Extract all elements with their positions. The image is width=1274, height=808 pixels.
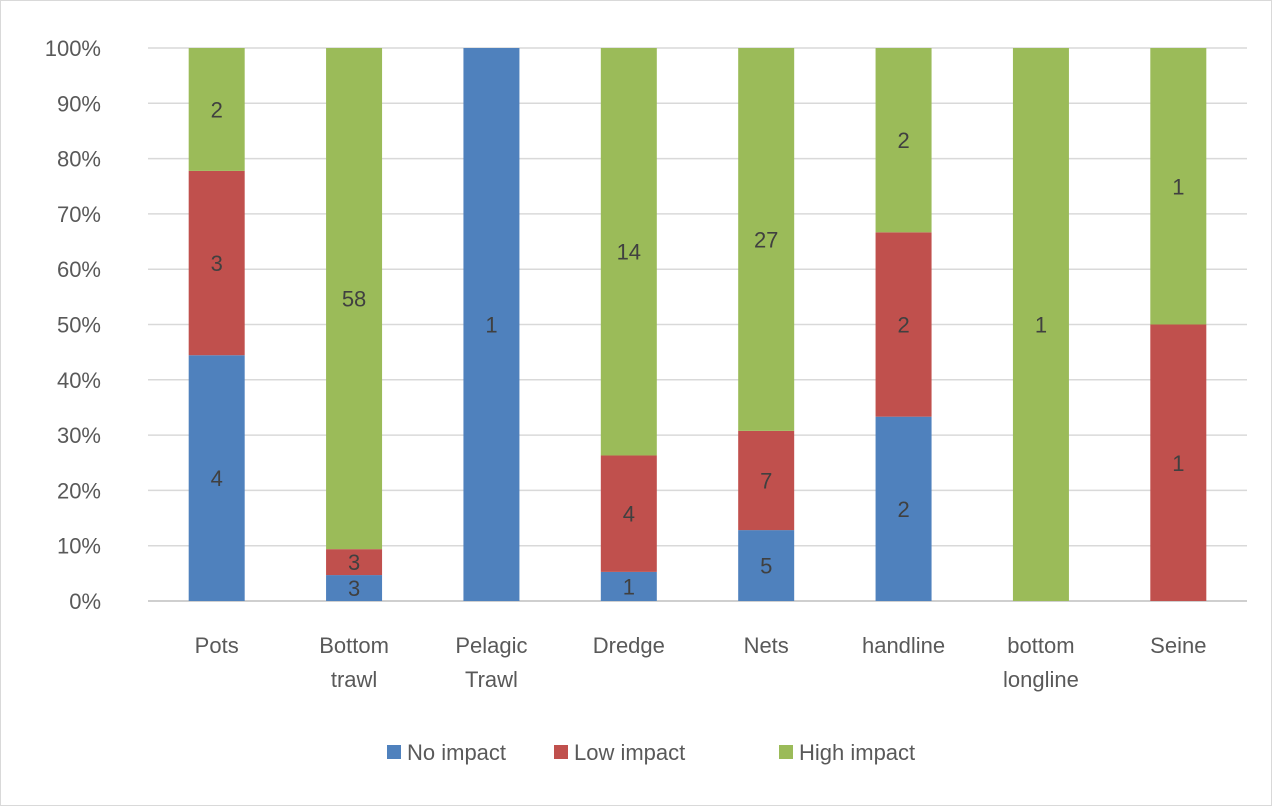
y-tick-label: 0% xyxy=(69,589,101,614)
y-tick-label: 90% xyxy=(57,91,101,116)
x-category-label: longline xyxy=(1003,667,1079,692)
y-tick-label: 50% xyxy=(57,313,101,338)
bar-segment xyxy=(600,48,657,456)
x-category-label: Pots xyxy=(195,633,239,658)
bar-segment xyxy=(1150,48,1207,325)
x-category-label: Seine xyxy=(1150,633,1206,658)
bar-segment xyxy=(188,355,245,601)
x-axis-category-labels: Pots Bottom trawl Pelagic Trawl Dredge Nets han… xyxy=(195,633,1207,692)
bar-segment xyxy=(326,48,383,550)
x-category-label: bottom xyxy=(1007,633,1074,658)
data-label: 2 xyxy=(897,313,909,338)
legend-swatch xyxy=(779,745,793,759)
bar-segment xyxy=(188,48,245,171)
x-category-label: handline xyxy=(862,633,945,658)
y-tick-label: 40% xyxy=(57,368,101,393)
gridlines xyxy=(148,47,1247,602)
bar-segment xyxy=(875,48,932,233)
data-label: 1 xyxy=(485,313,497,338)
legend: No impact Low impact High impact xyxy=(387,740,915,765)
data-label: 2 xyxy=(211,97,223,122)
data-label: 1 xyxy=(1035,313,1047,338)
legend-label: No impact xyxy=(407,740,506,765)
data-label: 3 xyxy=(348,550,360,575)
data-label: 4 xyxy=(211,466,223,491)
bar-segment xyxy=(738,430,795,531)
bar-segment xyxy=(188,170,245,356)
x-category-label: Nets xyxy=(744,633,789,658)
bar-segment xyxy=(875,416,932,601)
y-tick-label: 100% xyxy=(45,36,101,61)
bar-segment xyxy=(1012,48,1069,601)
data-label: 3 xyxy=(211,251,223,276)
data-label: 2 xyxy=(897,497,909,522)
data-label: 5 xyxy=(760,554,772,579)
bar-segment xyxy=(326,549,383,576)
x-category-label: Pelagic xyxy=(455,633,527,658)
y-axis-tick-labels: 0% 10% 20% 30% 40% 50% 60% 70% 80% 90% 100% xyxy=(45,36,101,614)
data-label: 1 xyxy=(1172,174,1184,199)
bars xyxy=(188,48,1207,601)
x-category-label: trawl xyxy=(331,667,377,692)
data-label: 58 xyxy=(342,287,366,312)
y-tick-label: 10% xyxy=(57,534,101,559)
y-tick-label: 20% xyxy=(57,478,101,503)
data-label: 7 xyxy=(760,468,772,493)
data-label: 4 xyxy=(623,502,635,527)
legend-swatch xyxy=(387,745,401,759)
y-tick-label: 60% xyxy=(57,257,101,282)
x-category-label: Trawl xyxy=(465,667,518,692)
legend-label: Low impact xyxy=(574,740,685,765)
bar-segment xyxy=(463,48,520,601)
bar-segment xyxy=(738,48,795,431)
bar-segment xyxy=(738,530,795,601)
bar-segment xyxy=(326,575,383,601)
data-label: 2 xyxy=(897,128,909,153)
y-tick-label: 70% xyxy=(57,202,101,227)
x-category-label: Bottom xyxy=(319,633,389,658)
y-tick-label: 80% xyxy=(57,147,101,172)
x-category-label: Dredge xyxy=(593,633,665,658)
data-label: 1 xyxy=(1172,451,1184,476)
data-label: 27 xyxy=(754,227,778,252)
bar-segment xyxy=(600,571,657,601)
y-tick-label: 30% xyxy=(57,423,101,448)
bar-segment xyxy=(1150,324,1207,601)
data-label: 14 xyxy=(617,240,641,265)
bar-segment xyxy=(875,232,932,417)
legend-label: High impact xyxy=(799,740,915,765)
bar-segment xyxy=(600,455,657,572)
data-label: 3 xyxy=(348,576,360,601)
data-label: 1 xyxy=(623,574,635,599)
legend-swatch xyxy=(554,745,568,759)
